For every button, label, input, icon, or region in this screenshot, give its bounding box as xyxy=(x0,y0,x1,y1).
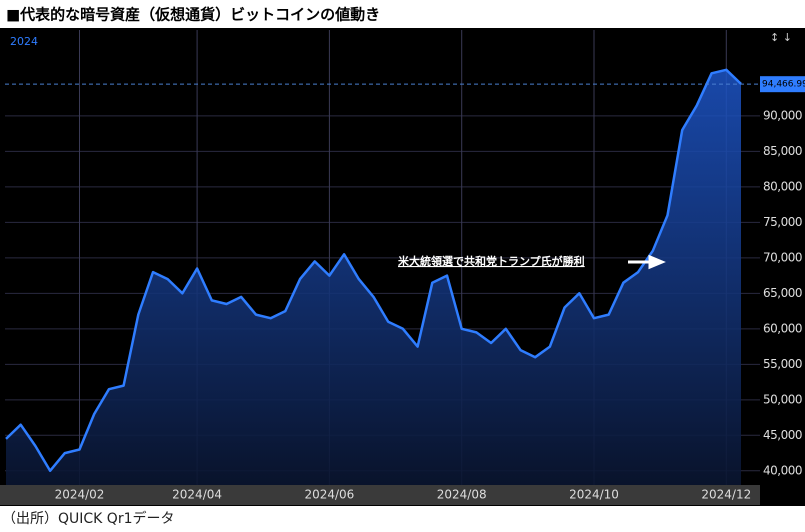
x-axis-band xyxy=(0,485,760,505)
y-tick-label: 90,000 xyxy=(763,108,802,122)
y-tick-label: 40,000 xyxy=(763,463,802,477)
x-tick-label: 2024/02 xyxy=(55,488,105,502)
x-tick-label: 2024/10 xyxy=(569,488,619,502)
x-tick-label: 2024/06 xyxy=(304,488,354,502)
y-tick-label: 65,000 xyxy=(763,286,802,300)
y-tick-label: 75,000 xyxy=(763,215,802,229)
current-label: 94,466.99 xyxy=(762,80,805,90)
price-line xyxy=(5,68,742,473)
x-tick-label: 2024/12 xyxy=(701,488,751,502)
area xyxy=(6,69,741,486)
y-tick-label: 85,000 xyxy=(763,144,802,158)
y-tick-label: 80,000 xyxy=(763,179,802,193)
y-tick-label: 45,000 xyxy=(763,428,802,442)
plot: 40,000 45,000 50,000 55,000 60,000 65,000 70,0… xyxy=(5,30,805,502)
y-tick-label: 50,000 xyxy=(763,392,802,406)
chart-title: ■代表的な暗号資産（仮想通貨）ビットコインの値動き xyxy=(6,6,380,24)
annotation-arrow xyxy=(628,254,666,270)
current-box xyxy=(760,76,805,93)
axis-icons[interactable]: ↕ ↓ xyxy=(770,31,792,44)
y-tick-label: 55,000 xyxy=(763,357,802,371)
x-tick-label: 2024/08 xyxy=(437,488,487,502)
legend-label: 2024 xyxy=(10,35,38,48)
y-tick-label: 70,000 xyxy=(763,250,802,264)
annotation: 米大統領選で共和党トランプ氏が勝利 xyxy=(397,254,585,268)
x-tick-label: 2024/04 xyxy=(172,488,222,502)
source: （出所）QUICK Qr1データ xyxy=(2,510,174,527)
y-tick-label: 60,000 xyxy=(763,321,802,335)
